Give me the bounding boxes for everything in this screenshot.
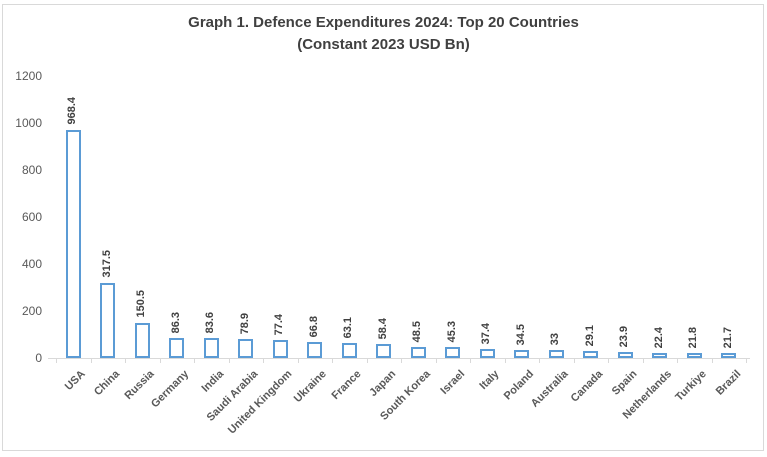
bar-value-label: 66.8 (307, 315, 320, 337)
bar (169, 338, 185, 358)
bar (65, 130, 81, 358)
bar (479, 349, 495, 358)
bar-value-label: 29.1 (583, 324, 596, 346)
bar-value-label: 48.5 (411, 320, 424, 342)
axis-tick (746, 359, 747, 363)
axis-tick (332, 359, 333, 363)
y-axis-tick-label: 1200 (15, 69, 42, 83)
bar (548, 350, 564, 358)
axis-tick (90, 359, 92, 363)
bar-value-label: 83.6 (204, 311, 217, 333)
x-axis-category-label: Japan (367, 368, 399, 399)
bar-value-label: 23.9 (618, 325, 631, 347)
chart-subtitle: (Constant 2023 USD Bn) (297, 36, 470, 53)
bar-value-label: 58.4 (376, 317, 389, 339)
bar-value-label: 317.5 (100, 250, 113, 278)
bar-value-label: 22.4 (652, 326, 665, 348)
axis-tick (504, 359, 506, 363)
bar (617, 352, 633, 358)
bar-value-label: 968.4 (66, 97, 79, 125)
x-axis-category-label: Israel (438, 368, 468, 397)
y-axis-tick-label: 400 (21, 257, 42, 271)
x-axis-category-label: USA (62, 368, 88, 393)
x-axis-category-label: Ukraine (292, 368, 330, 406)
bar-value-label: 21.7 (721, 326, 734, 348)
axis-tick (642, 359, 644, 363)
axis-tick (435, 359, 437, 363)
x-axis-line (48, 358, 750, 359)
bar (445, 347, 461, 358)
x-axis-category-label: United Kingdom (226, 368, 295, 437)
bar-value-label: 86.3 (169, 311, 182, 333)
bar-value-label: 21.8 (687, 326, 700, 348)
axis-tick (539, 359, 540, 363)
bar (686, 353, 702, 358)
bar (410, 347, 426, 358)
bar (652, 353, 668, 358)
axis-tick (56, 359, 57, 363)
x-axis-category-label: Brazil (713, 368, 744, 398)
axis-tick (125, 359, 126, 363)
chart-title-block: Graph 1. Defence Expenditures 2024: Top … (0, 12, 767, 56)
axis-tick (608, 359, 609, 363)
bar (721, 353, 737, 358)
y-axis-tick-label: 200 (21, 304, 42, 318)
bar-value-label: 77.4 (273, 313, 286, 335)
bar (272, 340, 288, 358)
axis-tick (401, 359, 402, 363)
bar-value-label: 34.5 (514, 323, 527, 345)
x-axis-category-label: Canada (568, 368, 606, 405)
y-axis-tick-label: 800 (21, 163, 42, 177)
x-axis-category-label: Turkiye (673, 368, 709, 404)
axis-tick (366, 359, 368, 363)
bar (341, 343, 357, 358)
x-axis-category-label: Australia (528, 368, 571, 410)
axis-tick (263, 359, 264, 363)
x-axis-category-label: India (199, 368, 226, 395)
axis-tick (470, 359, 471, 363)
x-axis-category-label: Russia (122, 368, 157, 402)
bar-value-label: 37.4 (480, 322, 493, 344)
bar (238, 339, 254, 358)
bar (583, 351, 599, 358)
axis-tick (228, 359, 230, 363)
bar-value-label: 150.5 (135, 290, 148, 318)
axis-tick (297, 359, 299, 363)
bar-value-label: 45.3 (445, 320, 458, 342)
x-axis-category-label: Spain (610, 368, 640, 398)
bar-value-label: 63.1 (342, 316, 355, 338)
axis-tick (573, 359, 575, 363)
bar (514, 350, 530, 358)
x-axis-category-label: China (92, 368, 123, 399)
axis-tick (194, 359, 195, 363)
axis-tick (677, 359, 678, 363)
bar (100, 283, 116, 358)
bar (307, 342, 323, 358)
bar-value-label: 33 (549, 332, 562, 345)
y-axis-tick-label: 0 (35, 351, 42, 365)
chart-frame (2, 4, 764, 451)
bar (203, 338, 219, 358)
bar (376, 344, 392, 358)
bar-value-label: 78.9 (238, 312, 251, 334)
y-axis-tick-label: 1000 (15, 116, 42, 130)
x-axis-category-label: Italy (477, 368, 502, 393)
bar (134, 323, 150, 358)
axis-tick (711, 359, 713, 363)
y-axis-tick-label: 600 (21, 210, 42, 224)
axis-tick (159, 359, 161, 363)
chart-title: Graph 1. Defence Expenditures 2024: Top … (188, 14, 579, 31)
x-axis-category-label: France (329, 368, 364, 402)
